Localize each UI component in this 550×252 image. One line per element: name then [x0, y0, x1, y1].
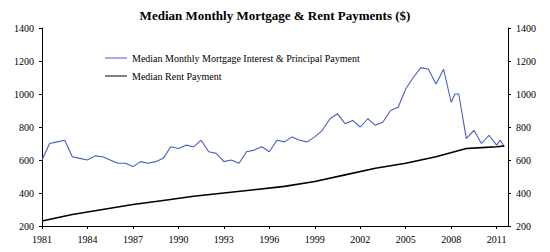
svg-text:1993: 1993	[214, 234, 234, 245]
svg-text:1200: 1200	[14, 56, 34, 67]
svg-text:1990: 1990	[168, 234, 188, 245]
svg-text:1999: 1999	[305, 234, 325, 245]
svg-text:600: 600	[516, 155, 531, 166]
svg-text:Median Rent Payment: Median Rent Payment	[132, 71, 222, 82]
svg-text:800: 800	[19, 122, 34, 133]
svg-text:1000: 1000	[516, 89, 536, 100]
svg-text:1987: 1987	[123, 234, 143, 245]
svg-text:2005: 2005	[396, 234, 416, 245]
svg-text:200: 200	[19, 221, 34, 232]
svg-text:1996: 1996	[259, 234, 279, 245]
svg-text:1000: 1000	[14, 89, 34, 100]
svg-text:400: 400	[19, 188, 34, 199]
svg-text:400: 400	[516, 188, 531, 199]
svg-text:2002: 2002	[350, 234, 370, 245]
svg-text:2011: 2011	[487, 234, 507, 245]
svg-text:1400: 1400	[14, 23, 34, 34]
svg-text:Median Monthly Mortgage Intere: Median Monthly Mortgage Interest & Princ…	[132, 53, 360, 64]
svg-text:1400: 1400	[516, 23, 536, 34]
svg-text:800: 800	[516, 122, 531, 133]
svg-text:1981: 1981	[32, 234, 52, 245]
svg-text:2008: 2008	[441, 234, 461, 245]
svg-text:1200: 1200	[516, 56, 536, 67]
svg-text:Median Monthly Mortgage & Rent: Median Monthly Mortgage & Rent Payments …	[140, 8, 411, 23]
svg-text:200: 200	[516, 221, 531, 232]
svg-text:600: 600	[19, 155, 34, 166]
svg-text:1984: 1984	[77, 234, 97, 245]
